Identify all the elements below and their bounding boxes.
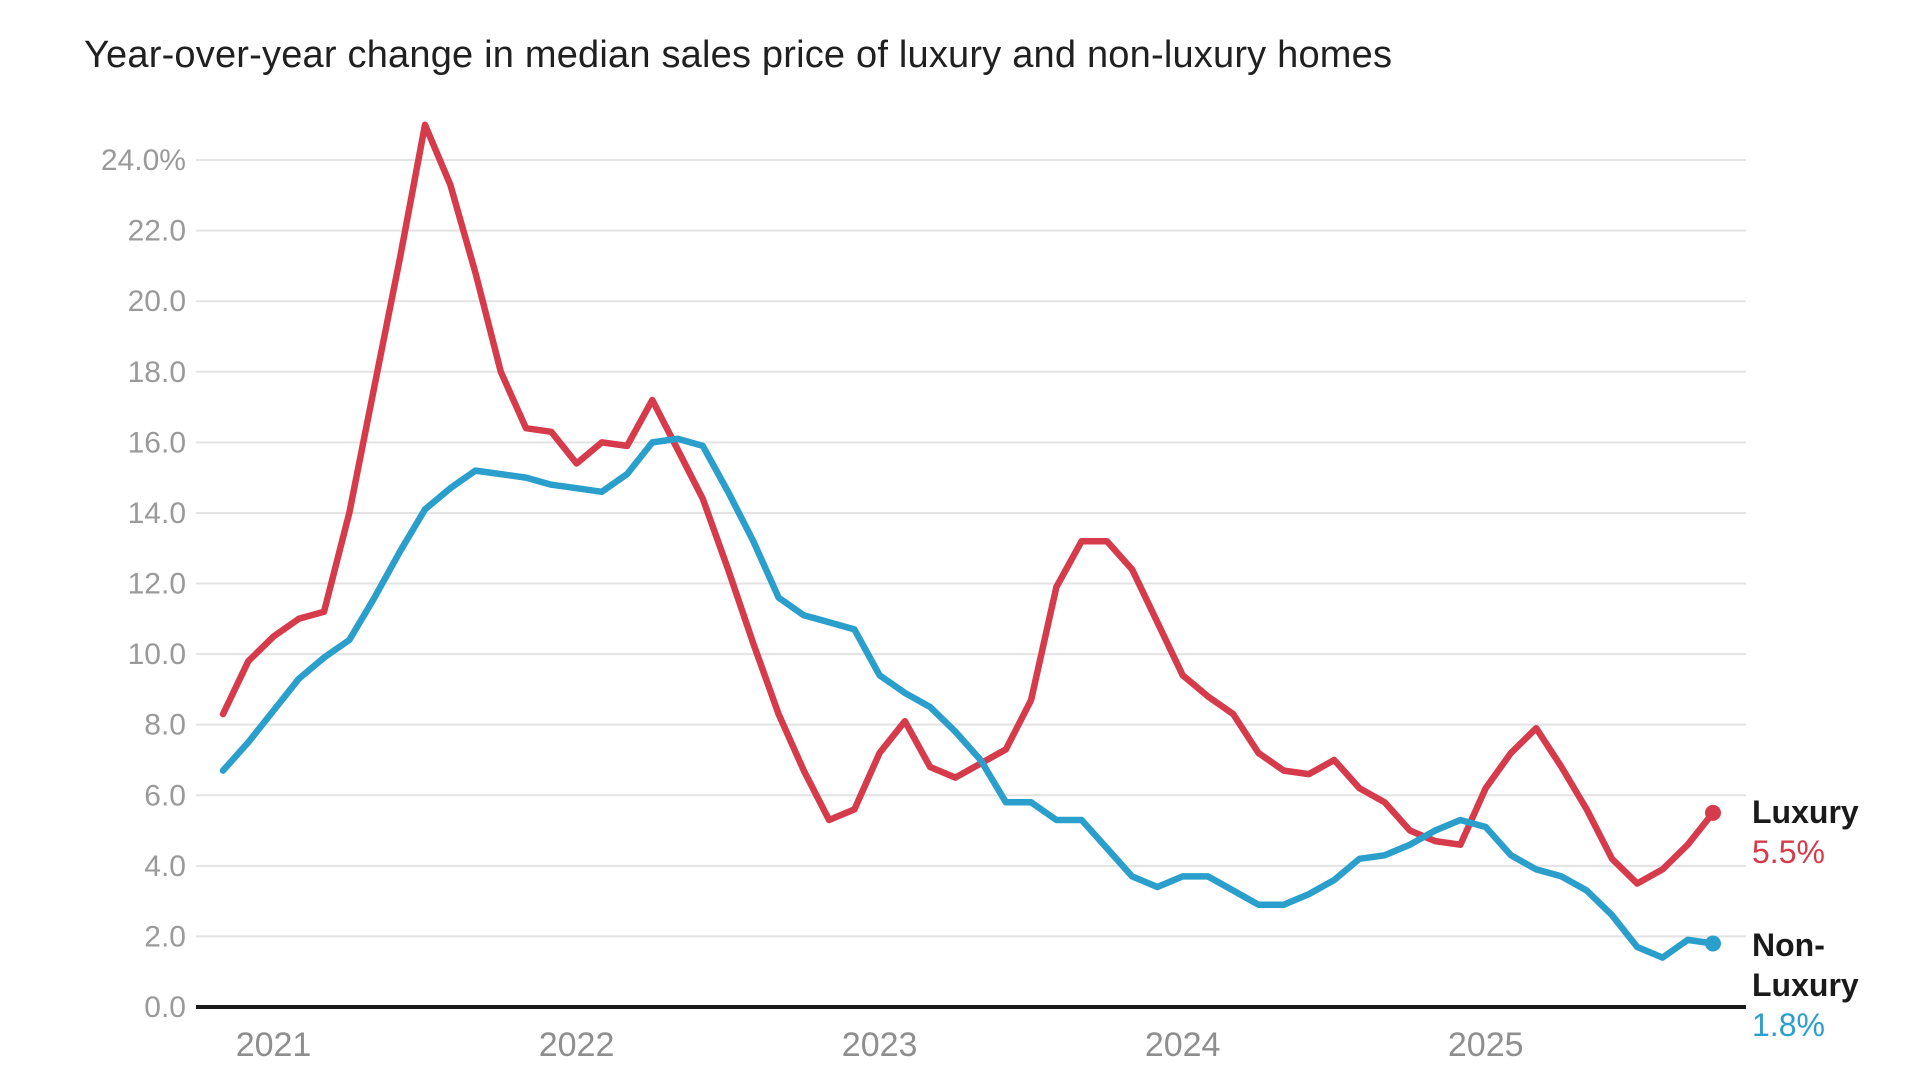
- y-axis-tick-label: 24.0%: [101, 144, 186, 177]
- series-end-dot-non-luxury: [1704, 935, 1721, 952]
- x-axis-year-label: 2023: [842, 1026, 918, 1064]
- chart-title: Year-over-year change in median sales pr…: [84, 34, 1393, 76]
- legend-non-luxury-value: 1.8%: [1752, 1007, 1825, 1043]
- legend-non-luxury-label: Non-Luxury: [1752, 927, 1859, 1003]
- y-axis-tick-label: 22.0: [128, 215, 186, 248]
- x-axis-year-label: 2025: [1448, 1026, 1524, 1064]
- y-axis-tick-label: 8.0: [144, 709, 186, 742]
- y-axis-tick-label: 6.0: [144, 779, 186, 812]
- y-axis-tick-label: 2.0: [144, 920, 186, 953]
- legend-luxury: Luxury 5.5%: [1752, 792, 1902, 872]
- legend-luxury-label: Luxury: [1752, 794, 1859, 830]
- y-axis-tick-label: 14.0: [128, 497, 186, 530]
- series-line-non-luxury: [219, 435, 1717, 961]
- y-axis-tick-label: 0.0: [144, 991, 186, 1024]
- y-axis-tick-label: 16.0: [128, 426, 186, 459]
- y-axis-tick-label: 20.0: [128, 285, 186, 318]
- x-axis-year-label: 2024: [1145, 1026, 1221, 1064]
- x-axis-year-label: 2021: [236, 1026, 312, 1064]
- series-line-luxury: [219, 121, 1717, 887]
- y-axis-tick-label: 18.0: [128, 356, 186, 389]
- series-end-dot-luxury: [1704, 804, 1721, 821]
- legend-non-luxury: Non-Luxury 1.8%: [1752, 925, 1902, 1045]
- y-axis-tick-label: 4.0: [144, 850, 186, 883]
- y-axis-tick-label: 12.0: [128, 568, 186, 601]
- x-axis-year-label: 2022: [539, 1026, 615, 1064]
- y-axis-tick-label: 10.0: [128, 638, 186, 671]
- legend-luxury-value: 5.5%: [1752, 834, 1825, 870]
